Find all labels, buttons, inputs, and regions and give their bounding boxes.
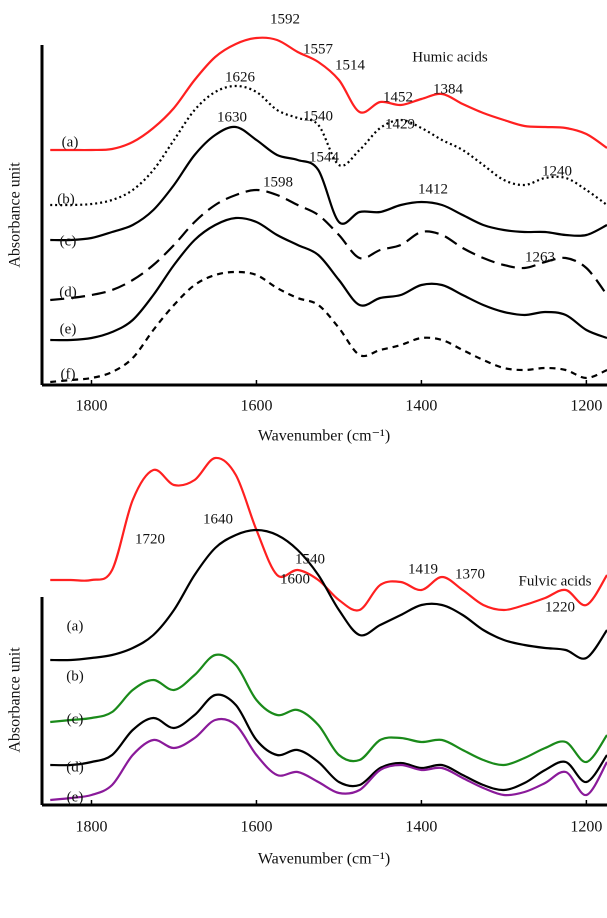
peak-label: 1630 bbox=[217, 109, 247, 125]
x-axis-label: Wavenumber (cm⁻¹) bbox=[258, 851, 390, 868]
spectrum-line bbox=[50, 717, 607, 802]
spectrum-line bbox=[50, 270, 607, 384]
series-label: (e) bbox=[67, 789, 84, 805]
panel-title: Fulvic acids bbox=[519, 573, 592, 589]
spectrum-line bbox=[50, 188, 607, 302]
x-tick-label: 1600 bbox=[240, 398, 272, 415]
x-tick-label: 1800 bbox=[75, 819, 107, 836]
series-label: (a) bbox=[67, 618, 84, 634]
spectrum-line bbox=[50, 216, 607, 342]
peak-label: 1452 bbox=[383, 89, 413, 105]
peak-label: 1598 bbox=[263, 174, 293, 190]
x-axis-label: Wavenumber (cm⁻¹) bbox=[258, 428, 390, 445]
x-tick-label: 1600 bbox=[240, 819, 272, 836]
y-axis-label: Absorbance unit bbox=[7, 162, 24, 268]
peak-label: 1600 bbox=[280, 571, 310, 587]
x-tick-label: 1200 bbox=[570, 398, 602, 415]
peak-label: 1412 bbox=[418, 181, 448, 197]
series-label: (b) bbox=[66, 668, 84, 684]
x-tick-label: 1800 bbox=[75, 398, 107, 415]
series-label: (b) bbox=[57, 191, 75, 207]
peak-label: 1429 bbox=[385, 116, 415, 132]
series-label: (d) bbox=[66, 759, 84, 775]
peak-label: 1592 bbox=[270, 11, 300, 27]
peak-label: 1220 bbox=[545, 599, 575, 615]
peak-label: 1263 bbox=[525, 249, 555, 265]
spectrum-line bbox=[50, 528, 607, 662]
spectrum-line bbox=[50, 125, 607, 242]
series-label: (c) bbox=[60, 233, 77, 249]
spectrum-line bbox=[50, 693, 607, 792]
panel-title: Humic acids bbox=[412, 49, 488, 65]
spectrum-line bbox=[50, 653, 607, 767]
peak-label: 1540 bbox=[303, 108, 333, 124]
series-label: (a) bbox=[62, 134, 79, 150]
peak-label: 1720 bbox=[135, 531, 165, 547]
peak-label: 1626 bbox=[225, 69, 256, 85]
x-tick-label: 1200 bbox=[570, 819, 602, 836]
series-label: (e) bbox=[60, 321, 77, 337]
spectrum-line bbox=[50, 84, 607, 207]
x-tick-label: 1400 bbox=[405, 398, 437, 415]
peak-label: 1540 bbox=[295, 551, 325, 567]
peak-label: 1419 bbox=[408, 561, 438, 577]
peak-label: 1557 bbox=[303, 41, 334, 57]
peak-label: 1384 bbox=[433, 81, 464, 97]
peak-label: 1544 bbox=[309, 149, 340, 165]
peak-label: 1514 bbox=[335, 57, 366, 73]
spectrum-line bbox=[50, 36, 607, 152]
y-axis-label: Absorbance unit bbox=[7, 647, 24, 753]
series-label: (d) bbox=[59, 284, 77, 300]
peak-label: 1640 bbox=[203, 511, 233, 527]
peak-label: 1240 bbox=[542, 163, 572, 179]
peak-label: 1370 bbox=[455, 566, 485, 582]
series-label: (f) bbox=[61, 366, 76, 382]
x-tick-label: 1400 bbox=[405, 819, 437, 836]
series-label: (c) bbox=[67, 711, 84, 727]
